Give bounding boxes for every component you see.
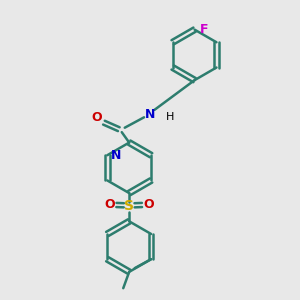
Text: O: O xyxy=(91,111,102,124)
Text: O: O xyxy=(143,199,154,212)
Text: F: F xyxy=(200,22,208,35)
Text: N: N xyxy=(111,149,121,162)
Text: O: O xyxy=(105,199,115,212)
Text: H: H xyxy=(166,112,175,122)
Text: N: N xyxy=(145,108,155,121)
Text: S: S xyxy=(124,200,134,214)
